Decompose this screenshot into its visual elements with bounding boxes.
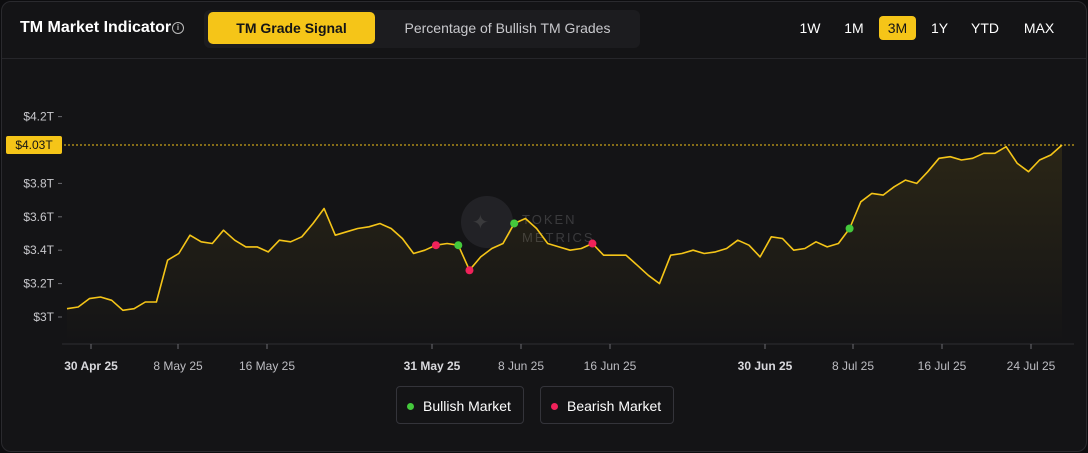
watermark-logo-icon	[461, 196, 513, 248]
y-tick-label: $3.8T	[23, 176, 54, 190]
x-tick-label: 24 Jul 25	[1007, 359, 1056, 373]
x-tick-label: 30 Apr 25	[64, 359, 118, 373]
x-tick-label: 8 Jul 25	[832, 359, 874, 373]
x-tick-label: 8 Jun 25	[498, 359, 544, 373]
y-tick-label: $3T	[33, 310, 54, 324]
bullish-signal-point[interactable]	[845, 224, 854, 233]
bullish-dot-icon	[407, 403, 414, 410]
bullish-signal-point[interactable]	[510, 219, 519, 228]
price-area	[67, 145, 1062, 344]
current-value-badge-bg	[6, 135, 62, 154]
info-icon[interactable]: i	[172, 22, 184, 34]
header: TM Market Indicator i TM Grade Signal Pe…	[2, 2, 1086, 59]
range-1m-button[interactable]: 1M	[844, 20, 864, 36]
y-tick-label: $4.2T	[23, 110, 54, 124]
legend-bullish-label: Bullish Market	[423, 398, 511, 414]
bearish-signal-point[interactable]	[588, 239, 597, 248]
x-tick-label: 16 Jul 25	[918, 359, 967, 373]
bearish-dot-icon	[551, 403, 558, 410]
watermark-text-line1: TOKEN	[522, 212, 577, 227]
watermark-star-icon: ✦	[472, 210, 489, 234]
current-value-badge: $4.03T	[6, 135, 62, 154]
legend-bearish-label: Bearish Market	[567, 398, 662, 414]
y-tick-label: $3.2T	[23, 277, 54, 291]
legend-bearish[interactable]: Bearish Market	[540, 386, 674, 424]
x-tick-label: 30 Jun 25	[738, 359, 793, 373]
legend-bullish[interactable]: Bullish Market	[396, 386, 524, 424]
tab-tm-grade-signal[interactable]: TM Grade Signal	[208, 12, 375, 44]
x-tick-label: 16 May 25	[239, 359, 295, 373]
range-ytd-button[interactable]: YTD	[971, 20, 999, 36]
x-tick-label: 16 Jun 25	[584, 359, 637, 373]
price-line	[66, 144, 1063, 312]
bearish-signal-point[interactable]	[431, 241, 440, 250]
bullish-signal-point[interactable]	[454, 241, 463, 250]
current-value-label: $4.03T	[15, 138, 53, 152]
chart-title: TM Market Indicator	[20, 19, 172, 36]
range-1w-button[interactable]: 1W	[799, 20, 821, 36]
y-tick-label: $3.6T	[23, 210, 54, 224]
range-max-button[interactable]: MAX	[1023, 20, 1055, 36]
bearish-signal-point[interactable]	[465, 266, 474, 275]
tab-switcher: TM Grade Signal Percentage of Bullish TM…	[204, 10, 640, 48]
range-3m-button[interactable]: 3M	[879, 16, 916, 40]
range-1y-button[interactable]: 1Y	[930, 20, 949, 36]
y-tick-label: $3.4T	[23, 243, 54, 257]
x-tick-label: 31 May 25	[404, 359, 461, 373]
x-tick-label: 8 May 25	[153, 359, 203, 373]
tab-percentage-bullish[interactable]: Percentage of Bullish TM Grades	[404, 20, 611, 36]
watermark: ✦ TOKEN METRICS	[461, 196, 593, 248]
